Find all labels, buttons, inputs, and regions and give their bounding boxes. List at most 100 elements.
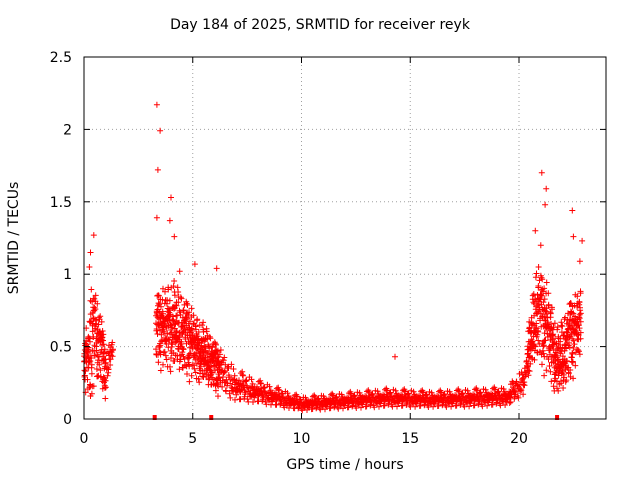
data-point [506, 400, 513, 406]
data-point [90, 232, 97, 239]
data-point [88, 361, 95, 368]
data-point [520, 391, 527, 398]
data-point [97, 373, 104, 380]
data-point [180, 307, 187, 314]
data-point [175, 299, 182, 306]
data-point [532, 274, 539, 281]
data-point [161, 348, 168, 355]
data-point [220, 357, 227, 364]
data-point [177, 294, 184, 301]
data-point [163, 340, 170, 347]
data-point [178, 338, 185, 345]
data-point [109, 353, 116, 360]
data-point [90, 383, 97, 390]
data-point [207, 335, 214, 342]
data-point [566, 322, 573, 328]
x-axis-label: GPS time / hours [286, 457, 404, 473]
data-point [101, 346, 108, 353]
data-point [186, 378, 193, 385]
data-point [157, 367, 164, 374]
data-point [175, 289, 182, 295]
data-point [577, 318, 584, 325]
data-point [548, 378, 555, 385]
x-tick-label: 15 [401, 431, 419, 447]
data-point [203, 328, 210, 335]
data-point [162, 288, 168, 295]
data-point [554, 324, 561, 330]
data-point [466, 403, 473, 410]
data-point [284, 390, 291, 397]
data-point [97, 367, 104, 374]
data-point [194, 345, 201, 352]
data-point [537, 242, 544, 249]
data-point [98, 318, 105, 325]
data-point [97, 313, 104, 320]
data-point [576, 258, 583, 265]
chart-title: Day 184 of 2025, SRMTID for receiver rey… [170, 17, 470, 33]
x-tick-label: 10 [293, 431, 311, 447]
data-point [540, 342, 547, 349]
data-point [179, 349, 186, 356]
data-point [188, 372, 195, 379]
y-axis-label: SRMTID / TECUs [6, 181, 22, 295]
data-point [543, 367, 550, 374]
data-point [200, 319, 207, 326]
data-point [567, 367, 574, 373]
data-point [158, 303, 164, 310]
y-tick-label: 0.5 [50, 340, 72, 356]
data-point [557, 335, 564, 342]
data-point [545, 356, 552, 363]
data-point [187, 318, 193, 325]
data-points [81, 101, 586, 420]
data-point [543, 308, 550, 315]
data-point [91, 304, 98, 311]
data-point [561, 332, 568, 339]
data-point [191, 261, 198, 268]
data-point [219, 383, 226, 390]
data-point [526, 368, 533, 375]
data-point [322, 406, 328, 413]
y-tick-label: 1.5 [50, 195, 72, 211]
data-point [240, 372, 247, 379]
data-point [191, 365, 198, 372]
data-point [244, 396, 251, 403]
data-point [482, 386, 489, 393]
data-point [93, 366, 100, 372]
data-point [569, 351, 576, 357]
data-point [184, 302, 191, 308]
data-point [527, 360, 534, 367]
data-point [533, 270, 540, 277]
axis-ticks: 0 5 10 15 20 0 0.5 1 1.5 2 2.5 [50, 50, 606, 447]
data-point [153, 101, 160, 108]
data-point [188, 305, 195, 312]
x-tick-label: 20 [510, 431, 528, 447]
data-point [394, 403, 400, 410]
data-point [540, 350, 547, 357]
data-point [540, 288, 546, 295]
data-point [547, 368, 554, 375]
data-point [196, 379, 203, 386]
data-point [152, 415, 157, 420]
data-point [577, 329, 584, 336]
data-point [258, 380, 265, 387]
data-point [88, 286, 95, 293]
data-point [154, 166, 161, 173]
data-point [577, 307, 584, 314]
data-point [163, 300, 170, 307]
data-point [190, 312, 197, 319]
data-point [237, 396, 244, 403]
data-point [102, 385, 108, 391]
data-point [448, 403, 455, 410]
data-point [168, 194, 174, 201]
data-point [539, 276, 546, 283]
data-point [535, 328, 542, 335]
data-point [105, 366, 112, 373]
data-point [213, 341, 219, 348]
data-point [159, 337, 166, 343]
data-point [164, 330, 171, 337]
data-point [183, 315, 190, 322]
data-point [104, 372, 111, 379]
data-point [94, 300, 101, 307]
data-point [205, 350, 211, 357]
data-point [430, 403, 437, 410]
